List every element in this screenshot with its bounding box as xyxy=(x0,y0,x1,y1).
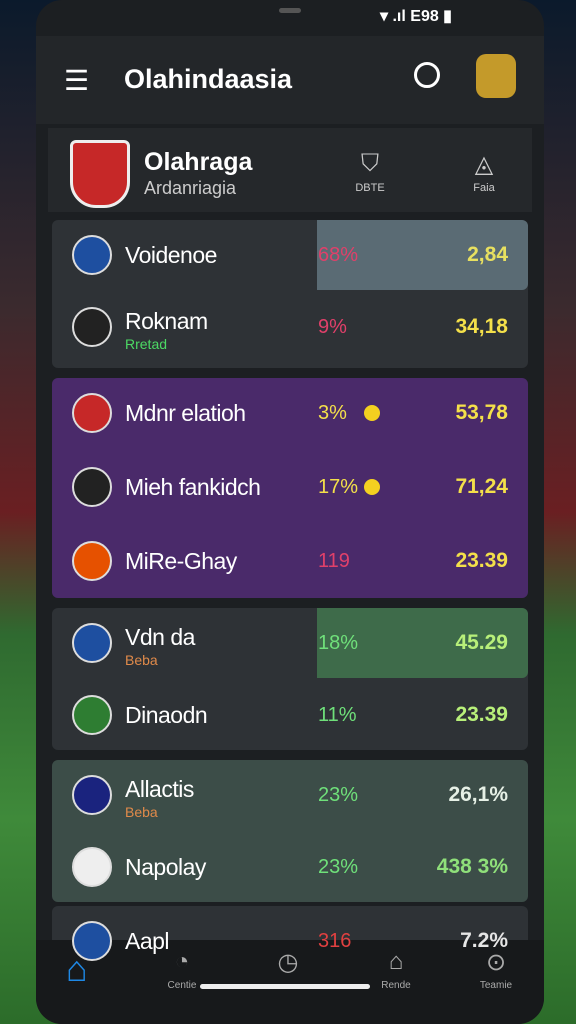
team-name: Mieh fankidch xyxy=(125,474,261,500)
percent: 316 xyxy=(318,930,352,952)
header: ☰ Olahindaasia xyxy=(36,36,544,124)
row-highlight xyxy=(317,220,528,290)
percent: 23% xyxy=(318,856,359,878)
team-name: Allactis xyxy=(125,776,194,802)
nav-icon[interactable]: ⌂ xyxy=(388,948,404,975)
status-dot xyxy=(364,479,380,495)
row-highlight xyxy=(317,608,528,678)
search-button[interactable] xyxy=(414,62,440,88)
percent: 23% xyxy=(318,784,359,806)
app-title: Olahindaasia xyxy=(124,64,293,94)
team-sub: Beba xyxy=(125,652,158,668)
team-row[interactable]: Allactis Beba 23% 26,1% xyxy=(52,760,528,830)
phone: ▾ .ıl E98 ▮ ☰ Olahindaasia Olahraga Arda… xyxy=(36,0,544,1024)
value: 23.39 xyxy=(455,703,508,726)
team-emblem xyxy=(72,235,112,275)
value: 45.29 xyxy=(455,631,508,654)
team-emblem xyxy=(72,307,112,347)
team-row[interactable]: Vdn da Beba 18% 45.29 xyxy=(52,608,528,678)
value: 23.39 xyxy=(455,549,508,572)
bottom-nav: ⌂ ◔ Centie ◷ ⌂ Rende ⊙ Teamie xyxy=(36,940,544,1024)
team-name: MiRe-Ghay xyxy=(125,548,237,574)
action-label: DBTE xyxy=(355,182,385,194)
team-emblem xyxy=(72,393,112,433)
team-emblem xyxy=(72,775,112,815)
menu-button[interactable]: ☰ xyxy=(64,65,90,96)
percent: 119 xyxy=(318,550,350,572)
team-name: Olahraga xyxy=(144,148,253,176)
action-label: Faia xyxy=(473,182,495,194)
group xyxy=(52,378,528,598)
action-icon[interactable]: ⛉ xyxy=(361,150,379,177)
percent: 68% xyxy=(318,244,359,266)
team-emblem xyxy=(72,541,112,581)
team-row[interactable]: Mdnr elatioh 3% 53,78 xyxy=(52,378,528,448)
percent: 18% xyxy=(318,632,359,654)
group xyxy=(52,760,528,902)
nav-label: Rende xyxy=(381,980,411,991)
team-emblem xyxy=(72,623,112,663)
team-emblem xyxy=(72,921,112,961)
home-indicator xyxy=(200,984,370,989)
team-row[interactable]: Voidenoe 68% 2,84 xyxy=(52,220,528,290)
nav-icon[interactable]: ⊙ xyxy=(485,949,507,976)
percent: 17% xyxy=(318,476,359,498)
team-row[interactable]: Aapl 316 7.2% xyxy=(52,906,528,976)
team-row[interactable]: Roknam Rretad 9% 34,18 xyxy=(52,292,528,362)
value: 53,78 xyxy=(455,401,508,424)
nav-label: Teamie xyxy=(479,980,513,991)
team-subtitle: Ardanriagia xyxy=(144,178,237,198)
battery-text: E98 xyxy=(410,8,439,25)
team-name: Dinaodn xyxy=(125,702,208,728)
team-crest xyxy=(70,140,130,208)
notch xyxy=(279,8,301,13)
status-dot xyxy=(364,405,380,421)
group xyxy=(52,906,528,946)
team-sub: Rretad xyxy=(125,336,168,352)
team-name: Roknam xyxy=(125,308,208,334)
action-icon[interactable]: ◬ xyxy=(474,151,494,178)
percent: 9% xyxy=(318,316,347,338)
team-name: Napolay xyxy=(125,854,206,880)
team-row[interactable]: Dinaodn 11% 23.39 xyxy=(52,680,528,750)
value: 438 3% xyxy=(436,855,508,878)
team-emblem xyxy=(72,467,112,507)
value: 26,1% xyxy=(448,783,508,806)
nav-icon[interactable]: ◷ xyxy=(277,949,299,976)
team-sub: Beba xyxy=(125,804,158,820)
value: 71,24 xyxy=(455,475,508,498)
value: 34,18 xyxy=(455,315,508,338)
percent: 3% xyxy=(318,402,347,424)
status-icons: ▾ .ıl E98 ▮ xyxy=(380,8,452,25)
team-row[interactable]: MiRe-Ghay 119 23.39 xyxy=(52,526,528,596)
value: 2,84 xyxy=(467,243,508,266)
nav-icon[interactable]: ◔ xyxy=(174,948,190,975)
nav-label: Centie xyxy=(167,980,197,991)
team-card: Olahraga Ardanriagia ⛉ DBTE ◬ Faia xyxy=(48,128,532,212)
team-name: Mdnr elatioh xyxy=(125,400,246,426)
team-row[interactable]: Mieh fankidch 17% 71,24 xyxy=(52,452,528,522)
percent: 11% xyxy=(318,704,357,726)
team-name: Voidenoe xyxy=(125,242,217,268)
value: 7.2% xyxy=(460,929,508,952)
team-emblem xyxy=(72,847,112,887)
team-emblem xyxy=(72,695,112,735)
team-name: Vdn da xyxy=(125,624,195,650)
profile-avatar[interactable] xyxy=(476,54,516,98)
team-row[interactable]: Napolay 23% 438 3% xyxy=(52,832,528,902)
team-name: Aapl xyxy=(125,928,170,954)
